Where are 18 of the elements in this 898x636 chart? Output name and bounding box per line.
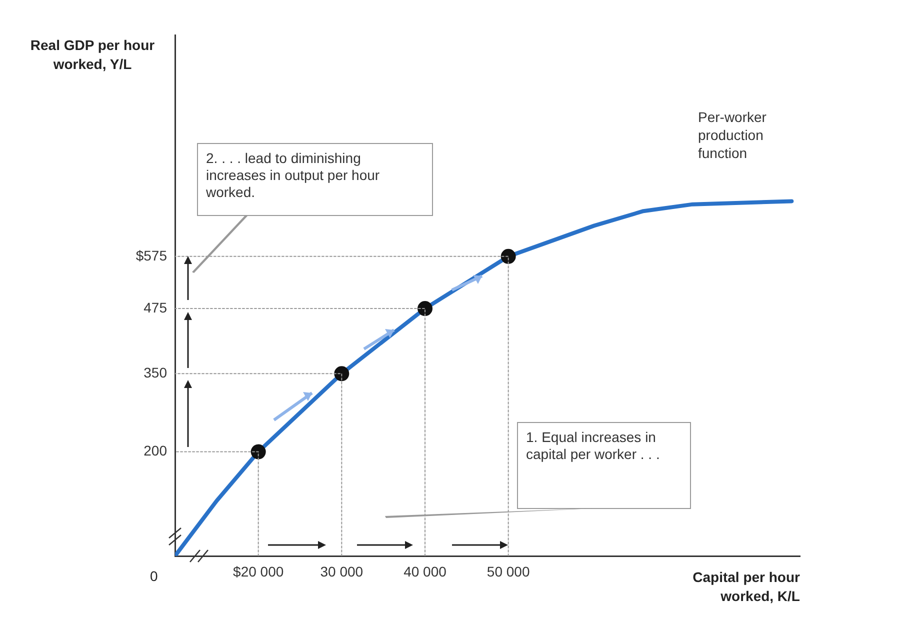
annotation: 1. Equal increases in capital per worker . . . [517, 422, 690, 508]
y-axis-title: Real GDP per hour worked, Y/L [30, 36, 155, 74]
point [418, 301, 432, 316]
annotation: 2. . . . lead to diminishing increases in output per hour worked. [197, 143, 432, 215]
text: Per-worker production function [698, 108, 768, 162]
point [250, 444, 266, 460]
y-tick-label: 475 [144, 299, 168, 316]
y-tick-label: 200 [144, 442, 168, 459]
x-tick-label: 50 000 [486, 563, 530, 580]
x-axis-title: Capital per hour worked, K/L [692, 568, 800, 606]
y-tick-label: 350 [144, 364, 168, 381]
point [500, 248, 516, 264]
text: 0 [150, 568, 158, 584]
point [334, 366, 350, 382]
x-tick-label: 30 000 [320, 563, 364, 580]
x-tick-label: $20 000 [233, 563, 284, 580]
y-tick-label: $575 [136, 247, 168, 264]
x-tick-label: 40 000 [404, 563, 447, 580]
